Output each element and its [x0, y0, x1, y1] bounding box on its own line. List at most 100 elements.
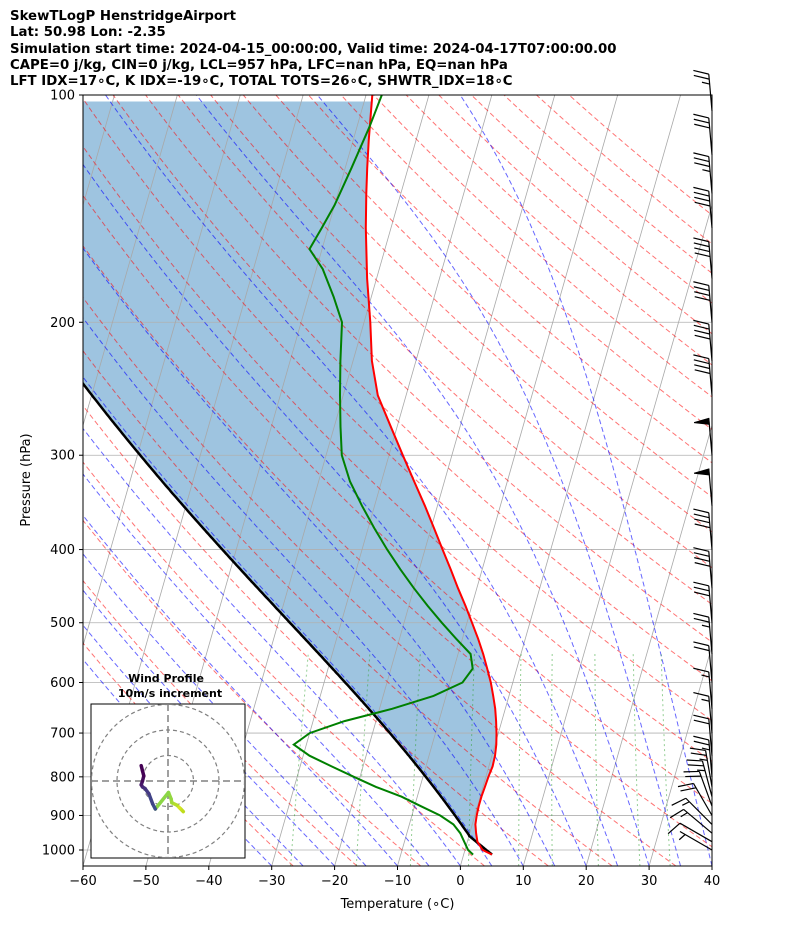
x-tick-label: 30 — [641, 874, 658, 889]
mixing-ratio-line — [290, 653, 309, 866]
y-tick-label: 200 — [50, 316, 75, 331]
wind-barb — [693, 691, 713, 734]
x-tick-label: 0 — [456, 874, 464, 889]
moist-adiabat-line — [316, 95, 681, 866]
wind-barb-full — [693, 186, 709, 192]
wind-barb — [693, 468, 713, 506]
x-tick-label: −50 — [132, 874, 159, 889]
inset-subtitle: 10m/s increment — [118, 687, 222, 700]
isotherm-line — [334, 95, 556, 866]
wind-barb-shaft — [708, 671, 713, 709]
x-tick-label: −60 — [69, 874, 96, 889]
y-tick-label: 600 — [50, 676, 75, 691]
wind-barb — [686, 759, 713, 797]
moist-adiabat-line — [459, 95, 712, 866]
wind-barb-full — [694, 329, 710, 335]
wind-barb-full — [694, 247, 710, 253]
wind-barb-full — [693, 113, 709, 119]
wind-barb — [677, 782, 713, 816]
dry-adiabat-line — [210, 95, 712, 569]
wind-barb — [693, 113, 713, 155]
wind-barb-full — [694, 252, 711, 258]
wind-barb-full — [693, 359, 710, 365]
wind-barb-full — [694, 334, 711, 340]
moist-adiabat-line — [83, 624, 304, 866]
y-axis-label: Pressure (hPa) — [19, 433, 34, 526]
wind-barb-full — [693, 617, 710, 623]
wind-barb-full — [690, 752, 707, 756]
wind-barb — [693, 581, 713, 623]
wind-barb-full — [693, 69, 709, 75]
wind-barb — [693, 237, 713, 279]
wind-barb-shaft — [708, 74, 713, 112]
wind-barb — [693, 612, 713, 655]
dry-adiabat-line — [83, 642, 294, 866]
wind-barb — [693, 714, 713, 756]
wind-barb-shaft — [708, 585, 713, 623]
plot-area — [83, 95, 712, 866]
wind-barb-shaft — [679, 822, 713, 843]
y-tick-label: 1000 — [42, 844, 75, 859]
wind-barb-shaft — [708, 551, 713, 589]
wind-barb-full — [693, 237, 709, 243]
wind-barb-full — [694, 562, 711, 567]
wind-barb-full — [693, 354, 709, 360]
wind-barb-full — [686, 759, 703, 762]
wind-barb-full — [693, 281, 709, 287]
wind-barb-full — [693, 581, 709, 587]
wind-barb-full — [694, 591, 710, 597]
wind-barb-full — [694, 369, 711, 375]
wind-barb-shaft — [708, 739, 713, 777]
wind-barb — [678, 830, 713, 851]
isotherm-line — [711, 864, 712, 866]
wind-barb-full — [687, 764, 704, 767]
wind-barb — [683, 770, 713, 807]
wind-barb — [689, 747, 713, 788]
wind-barb-shaft — [708, 156, 713, 194]
dry-adiabat-line — [83, 296, 677, 866]
x-tick-label: 40 — [704, 874, 721, 889]
wind-barb-shaft — [708, 617, 713, 655]
wind-barb-full — [694, 162, 710, 168]
wind-barb-shaft — [708, 358, 713, 396]
wind-barb-full — [693, 242, 710, 248]
mixing-ratio-line — [518, 653, 522, 866]
y-tick-label: 700 — [50, 727, 75, 742]
moist-adiabat-line — [83, 317, 524, 866]
wind-barb — [693, 547, 713, 589]
mixing-ratio-line — [355, 653, 371, 866]
wind-barb-full — [693, 508, 709, 514]
isotherm-line — [271, 95, 493, 866]
x-tick-label: 10 — [515, 874, 532, 889]
moist-adiabat-line — [196, 95, 650, 866]
wind-barb-shaft — [698, 771, 713, 807]
isotherm-line — [522, 203, 712, 866]
wind-barb-shaft — [708, 512, 713, 550]
wind-barb — [693, 281, 713, 323]
hodograph-segment — [139, 763, 145, 773]
wind-barb — [693, 641, 713, 683]
wind-barb-full — [689, 747, 706, 752]
wind-barb-half — [699, 758, 708, 761]
wind-barb-full — [671, 797, 687, 806]
hodograph-segment — [153, 790, 171, 811]
wind-barb-full — [694, 296, 711, 301]
wind-barb-full — [693, 152, 709, 158]
wind-barb-full — [693, 714, 709, 720]
wind-barb-full — [694, 523, 711, 529]
wind-barb-full — [677, 782, 694, 788]
y-tick-label: 800 — [50, 770, 75, 785]
wind-barb — [693, 69, 713, 112]
wind-barb-full — [693, 191, 710, 197]
moist-adiabat-line — [83, 427, 461, 866]
wind-barb-shaft — [708, 696, 713, 734]
mixing-ratio-line — [594, 654, 599, 866]
wind-barb-full — [669, 808, 684, 819]
dry-adiabat-line — [83, 245, 712, 848]
wind-barb — [693, 667, 713, 709]
inset-title: Wind Profile — [128, 672, 204, 685]
wind-barb-half — [702, 169, 711, 173]
moist-adiabats — [83, 95, 712, 866]
wind-barb-shaft — [683, 808, 713, 834]
hodograph-segment — [147, 792, 155, 806]
